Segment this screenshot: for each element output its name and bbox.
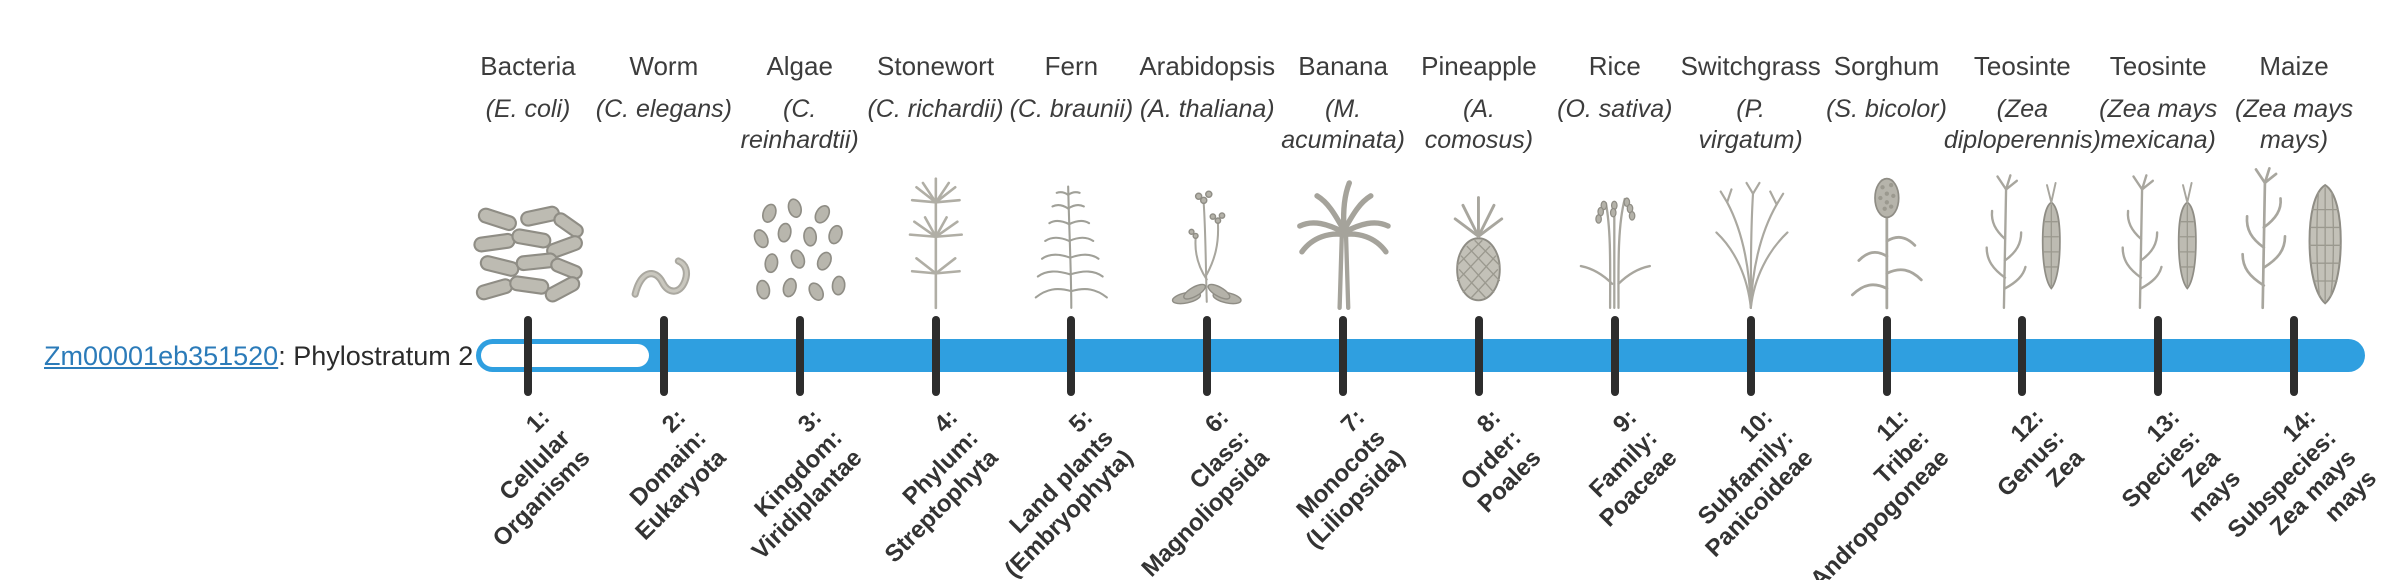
taxon-header: Fern (C. braunii) xyxy=(981,50,1161,125)
taxon-illustration xyxy=(1394,150,1564,310)
taxon-scientific-name: (Zea diploperennis) xyxy=(1943,95,2101,154)
phylostratum-tick xyxy=(1746,316,1755,396)
switchgrass-icon xyxy=(1697,170,1805,310)
taxon-header: Maize (Zea mays mays) xyxy=(2204,50,2384,156)
pineapple-icon xyxy=(1430,184,1527,310)
gene-label: Zm00001eb351520: Phylostratum 2 xyxy=(44,340,473,372)
maize-icon xyxy=(2227,165,2361,310)
taxon-scientific-name: (C. elegans) xyxy=(595,95,732,123)
teosinte-icon xyxy=(2099,170,2217,310)
taxon-scientific-name: (C. reinhardtii) xyxy=(740,95,859,154)
taxon-scientific-name: (O. sativa) xyxy=(1557,95,1673,123)
taxon-illustration xyxy=(579,150,749,310)
taxon-common-name: Algae xyxy=(766,51,833,81)
taxon-header: Switchgrass (P. virgatum) xyxy=(1661,50,1841,156)
phylostratum-tick xyxy=(524,316,532,396)
taxon-common-name: Arabidopsis xyxy=(1139,51,1276,81)
phylostratum-tick xyxy=(659,316,668,396)
bar-unfilled-region xyxy=(481,344,649,367)
worm-icon xyxy=(628,238,700,310)
taxon-illustration xyxy=(1258,150,1428,310)
taxon-common-name: Stonewort xyxy=(877,51,995,81)
bacteria-icon xyxy=(470,204,587,310)
phylostratum-tick xyxy=(1610,316,1619,396)
phylostratum-tick xyxy=(1339,316,1348,396)
taxon-common-name: Teosinte xyxy=(1973,51,2071,81)
taxon-scientific-name: (C. braunii) xyxy=(1009,95,1134,123)
taxon-illustration xyxy=(715,150,885,310)
taxon-scientific-name: (P. virgatum) xyxy=(1698,95,1803,154)
taxon-header: Stonewort (C. richardii) xyxy=(846,50,1026,125)
taxon-common-name: Fern xyxy=(1044,51,1099,81)
taxon-scientific-name: (C. richardii) xyxy=(867,95,1004,123)
taxon-common-name: Switchgrass xyxy=(1680,51,1821,81)
gene-id-link[interactable]: Zm00001eb351520 xyxy=(44,341,279,371)
taxon-header: Rice (O. sativa) xyxy=(1525,50,1705,125)
taxon-illustration xyxy=(851,150,1021,310)
taxon-common-name: Bacteria xyxy=(480,51,576,81)
phylostratum-tick xyxy=(2290,316,2299,396)
taxon-illustration xyxy=(986,150,1156,310)
taxon-header: Sorghum (S. bicolor) xyxy=(1797,50,1977,125)
arabidopsis-icon xyxy=(1156,178,1258,310)
gene-phylostratum-text: : Phylostratum 2 xyxy=(278,341,474,371)
taxon-common-name: Pineapple xyxy=(1421,51,1537,81)
taxon-scientific-name: (Zea mays mexicana) xyxy=(2099,95,2218,154)
rice-icon xyxy=(1562,174,1667,310)
taxon-illustration xyxy=(1666,150,1836,310)
taxon-illustration xyxy=(1802,150,1972,310)
taxon-illustration xyxy=(443,150,613,310)
phylostratum-tick xyxy=(795,316,804,396)
taxon-header: Worm (C. elegans) xyxy=(574,50,754,125)
taxon-scientific-name: (A. thaliana) xyxy=(1139,95,1275,123)
taxon-header: Pineapple (A. comosus) xyxy=(1389,50,1569,156)
taxon-scientific-name: (Zea mays mays) xyxy=(2235,95,2354,154)
taxon-common-name: Worm xyxy=(629,51,699,81)
taxon-header: Banana (M. acuminata) xyxy=(1253,50,1433,156)
phylostratum-tick xyxy=(2154,316,2163,396)
taxon-scientific-name: (S. bicolor) xyxy=(1826,95,1947,123)
taxon-header: Teosinte (Zea diploperennis) xyxy=(1932,50,2112,156)
phylostratum-tick xyxy=(931,316,940,396)
phylostratum-tick xyxy=(2018,316,2027,396)
sorghum-icon xyxy=(1833,170,1941,310)
taxon-scientific-name: (A. comosus) xyxy=(1424,95,1534,154)
taxon-illustration xyxy=(1122,150,1292,310)
phylostratum-tick xyxy=(1474,316,1483,396)
taxon-common-name: Sorghum xyxy=(1833,51,1940,81)
taxon-header: Teosinte (Zea mays mexicana) xyxy=(2068,50,2248,156)
taxon-illustration xyxy=(2209,150,2379,310)
phylostratum-tick xyxy=(1882,316,1891,396)
taxon-common-name: Rice xyxy=(1588,51,1641,81)
taxon-header: Arabidopsis (A. thaliana) xyxy=(1117,50,1297,125)
phylostratum-tick xyxy=(1067,316,1076,396)
fern-icon xyxy=(1019,174,1124,310)
taxon-scientific-name: (E. coli) xyxy=(485,95,571,123)
taxon-common-name: Teosinte xyxy=(2109,51,2207,81)
phylostratum-tick xyxy=(1203,316,1212,396)
taxon-illustration xyxy=(1937,150,2107,310)
stonewort-icon xyxy=(882,170,990,310)
banana-icon xyxy=(1289,170,1397,310)
taxon-common-name: Banana xyxy=(1298,51,1388,81)
taxon-scientific-name: (M. acuminata) xyxy=(1281,95,1405,154)
taxon-header: Algae (C. reinhardtii) xyxy=(710,50,890,156)
taxon-common-name: Maize xyxy=(2259,51,2329,81)
phylostrata-bar xyxy=(476,339,2365,372)
taxon-header: Bacteria (E. coli) xyxy=(438,50,618,125)
teosinte-icon xyxy=(1963,170,2081,310)
algae-icon xyxy=(749,198,851,310)
taxon-illustration xyxy=(1530,150,1700,310)
taxon-illustration xyxy=(2073,150,2243,310)
